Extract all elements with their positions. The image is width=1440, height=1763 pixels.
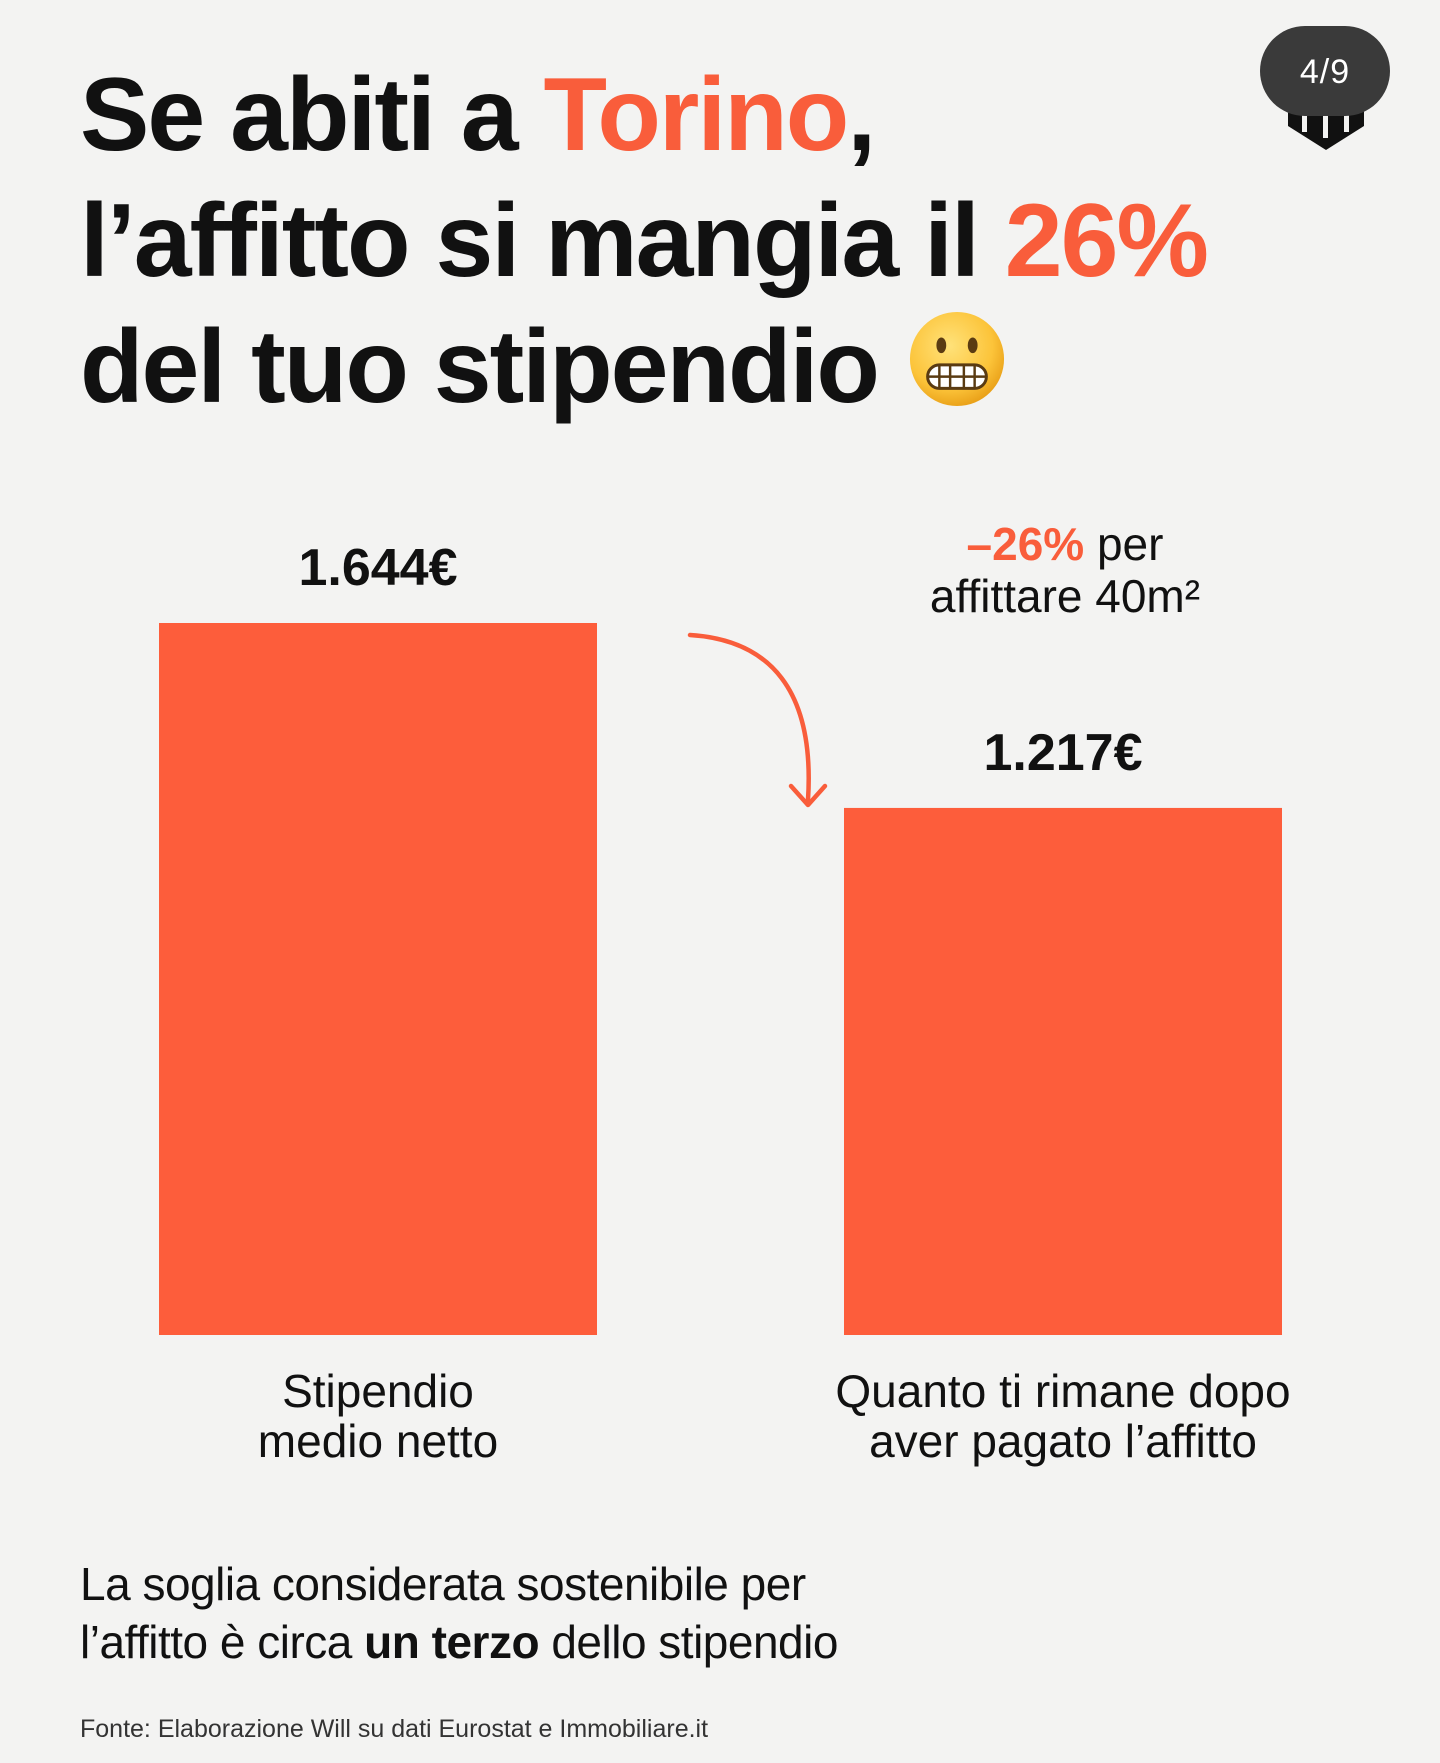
footnote-part1: La soglia considerata sostenibile per <box>80 1558 806 1610</box>
bar-chart: –26% per affittare 40m² 1.644€ Stipendio m… <box>159 518 1291 1467</box>
title-city: Torino <box>543 57 850 173</box>
footnote-bold: un terzo <box>364 1616 540 1668</box>
footnote-part2: l’affitto è circa <box>80 1616 365 1668</box>
bar-2 <box>844 807 1282 1335</box>
curved-arrow-down-icon <box>687 632 828 808</box>
annotation-line1-rest: per <box>1084 518 1163 570</box>
category-label-line: aver pagato l’affitto <box>869 1415 1257 1467</box>
title-percent: 26% <box>1004 183 1209 299</box>
title-part4: del tuo stipendio <box>80 309 880 425</box>
bar-1 <box>159 623 597 1335</box>
annotation-line1: –26% per <box>967 518 1164 570</box>
annotation-percent: –26% <box>967 518 1085 570</box>
bar-value-label-1: 1.644€ <box>298 539 457 597</box>
annotation-line2: affittare 40m² <box>930 570 1200 622</box>
title-part1: Se abiti a <box>80 57 544 173</box>
category-label-line: Stipendio <box>282 1365 474 1417</box>
category-label-1: Stipendio medio netto <box>258 1365 498 1467</box>
page-title: Se abiti a Torino, l’affitto si mangia il… <box>80 52 1380 430</box>
source-note: Fonte: Elaborazione Will su dati Eurosta… <box>80 1715 709 1743</box>
title-part3: l’affitto si mangia il <box>80 183 1005 299</box>
category-label-line: medio netto <box>258 1415 498 1467</box>
grimacing-face-emoji-icon <box>908 310 1006 408</box>
title-part2: , <box>847 57 876 173</box>
footnote: La soglia considerata sostenibile per l’a… <box>80 1555 1280 1671</box>
bar-value-label-2: 1.217€ <box>983 724 1142 782</box>
category-label-2: Quanto ti rimane dopo aver pagato l’affit… <box>835 1365 1290 1467</box>
bars-group: 1.644€ Stipendio medio netto 1.217€ Quanto t… <box>159 539 1291 1467</box>
category-label-line: Quanto ti rimane dopo <box>835 1365 1290 1417</box>
footnote-part3: dello stipendio <box>539 1616 838 1668</box>
page-indicator-badge: 4/9 <box>1260 26 1390 116</box>
